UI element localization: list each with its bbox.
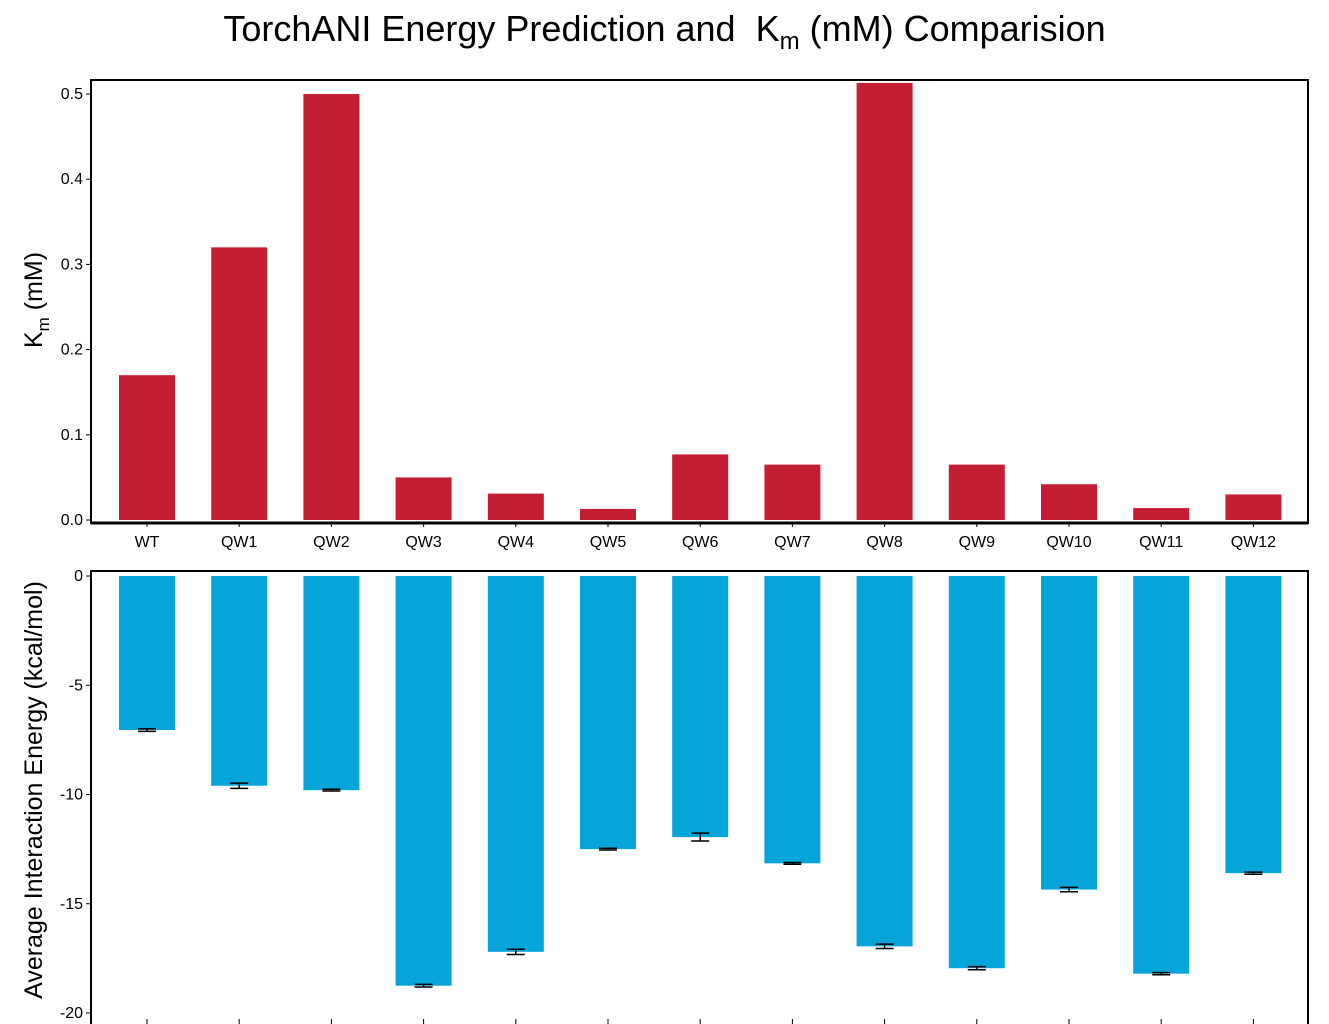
km-bar-qw9 [948,464,1005,520]
energy-bar-qw9 [948,576,1005,969]
energy-error-bar-qw3 [414,983,433,988]
km-bar-qw1 [211,247,268,521]
km-y-tick-label: 0.4 [61,171,83,188]
energy-panel-frame [90,570,1309,1024]
energy-y-tick-label: 0 [74,568,83,585]
energy-bar-qw7 [764,576,821,864]
km-bar-qw4 [487,493,544,520]
km-y-tick-label: 0.3 [61,256,83,273]
km-y-tick-label: 0.1 [61,427,83,444]
energy-error-bar-qw6 [691,832,710,842]
energy-bar-qw6 [672,576,729,838]
km-x-tick-label: QW2 [313,534,350,551]
energy-error-bar-qw2 [322,788,341,792]
energy-error-bar-qw10 [1060,886,1078,893]
km-x-tick-label: QW1 [221,534,258,551]
energy-bar-qw8 [856,576,913,947]
energy-y-tick-label: -15 [60,896,83,913]
km-bar-qw10 [1041,484,1097,520]
energy-bar-qw12 [1225,576,1282,874]
km-y-tick-label: 0.2 [61,342,83,359]
km-x-tick-label: QW8 [866,534,903,551]
km-x-tick-label: QW3 [405,534,442,551]
km-x-tick-label: QW6 [682,534,719,551]
energy-bar-wt [119,576,175,731]
energy-bar-qw3 [395,576,452,986]
energy-error-bar-qw9 [967,965,986,971]
energy-error-bar-qw7 [783,861,802,865]
energy-bar-qw10 [1041,576,1097,890]
km-y-axis-subscript: m [34,317,53,331]
km-bar-qw12 [1225,494,1282,520]
km-bar-qw6 [672,454,729,520]
energy-y-tick-label: -20 [60,1005,83,1022]
energy-error-bar-qw12 [1244,871,1263,876]
energy-error-bar-qw5 [599,847,617,851]
km-panel: 0.0 0.1 0.2 0.3 0.4 0.5 WT QW1 QW2 QW3 QW4 QW5 QW6 QW… [20,79,1309,551]
km-bar-qw2 [303,94,360,520]
energy-error-bar-qw8 [875,943,894,950]
km-x-tick-label: WT [135,534,160,551]
km-bar-qw8 [856,82,913,520]
km-x-tick-label: QW11 [1139,534,1183,551]
km-y-tick-label: 0.0 [61,512,83,529]
km-bar-qw3 [395,477,452,520]
title-km-symbol: K [755,8,780,49]
energy-y-tick-label: -5 [69,677,83,694]
km-y-axis-symbol: K [20,331,48,348]
energy-bar-qw1 [211,576,268,786]
title-rest: (mM) Comparision [809,8,1106,49]
energy-bar-qw2 [303,576,360,791]
km-y-tick-label: 0.5 [61,86,83,103]
title-km-subscript: m [779,28,800,55]
energy-error-bar-qw4 [506,948,525,956]
energy-bar-qw5 [580,576,636,850]
km-bar-qw11 [1133,508,1190,520]
km-x-tick-label: QW5 [590,534,627,551]
km-y-axis-unit: (mM) [20,252,48,317]
energy-error-bar-qw1 [230,782,249,790]
km-x-tick-label: QW9 [959,534,996,551]
energy-bar-qw4 [487,576,544,952]
km-x-tick-label: QW4 [498,534,535,551]
km-bar-wt [119,375,175,520]
km-y-axis-label: Km (mM) [20,252,53,348]
energy-error-bar-wt [138,727,156,733]
energy-error-bar-qw11 [1152,971,1171,976]
km-x-tick-label: QW12 [1231,534,1276,551]
energy-y-axis-label: Average Interaction Energy (kcal/mol) [20,581,48,999]
km-x-tick-label: QW10 [1046,534,1091,551]
title-main: TorchANI Energy Prediction and [223,8,736,49]
km-bar-qw7 [764,464,821,520]
energy-y-tick-label: -10 [60,787,83,804]
km-x-tick-label: QW7 [774,534,811,551]
chart-title: TorchANI Energy Prediction and Km (mM) C… [0,8,1329,56]
km-bar-qw5 [580,508,636,520]
energy-panel: 0 -5 -10 -15 -20 Average Interaction Energy (… [20,568,1309,1024]
energy-bar-qw11 [1133,576,1190,974]
